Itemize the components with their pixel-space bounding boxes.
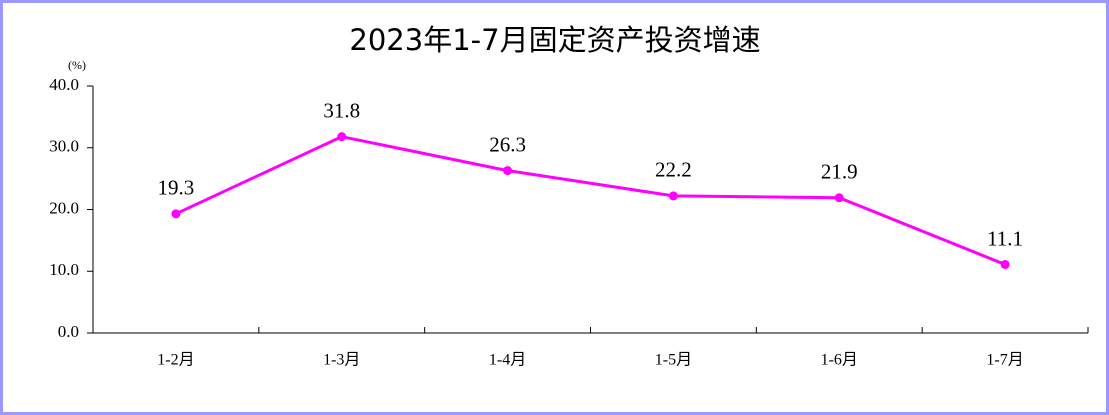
data-point	[834, 193, 844, 203]
data-point	[337, 132, 347, 142]
y-tick-label: 10.0	[49, 260, 79, 279]
data-point	[171, 209, 181, 219]
x-tick-label: 1-4月	[489, 352, 526, 369]
data-label: 19.3	[158, 176, 195, 200]
x-tick-label: 1-7月	[986, 352, 1023, 369]
data-point	[503, 166, 513, 176]
data-label: 21.9	[821, 160, 858, 184]
x-tick-label: 1-5月	[655, 352, 692, 369]
data-label: 22.2	[655, 158, 692, 182]
y-tick-label: 0.0	[58, 322, 79, 341]
y-tick-label: 40.0	[49, 75, 79, 94]
data-label: 26.3	[489, 132, 526, 156]
x-tick-label: 1-6月	[821, 352, 858, 369]
data-point	[668, 191, 678, 201]
y-tick-label: 20.0	[49, 198, 79, 217]
chart-title: 2023年1-7月固定资产投资增速	[349, 23, 760, 57]
data-point	[1000, 259, 1010, 269]
series-line	[175, 135, 1006, 266]
x-tick-label: 1-3月	[323, 352, 360, 369]
data-label: 11.1	[987, 226, 1023, 250]
y-unit: (%)	[68, 58, 86, 72]
y-tick-label: 30.0	[49, 137, 79, 156]
x-tick-label: 1-2月	[157, 352, 194, 369]
data-label: 31.8	[323, 98, 360, 122]
